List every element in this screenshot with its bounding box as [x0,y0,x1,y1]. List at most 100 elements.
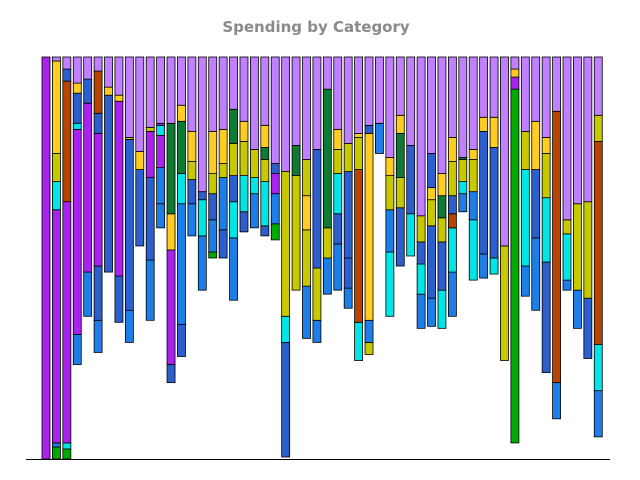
bar-33-segment-2 [375,56,384,124]
bar-50-segment-3 [552,56,561,112]
bar-39-segment-3 [437,217,447,243]
bar-30-segment-2 [343,257,353,289]
bar-10-segment-2 [135,151,145,170]
bar-51-segment-3 [562,219,572,235]
bar-13-segment-1 [166,364,176,384]
bar-13-segment-5 [166,56,176,124]
bar-19-segment-5 [229,108,238,144]
bar-6-segment-5 [93,70,103,114]
bar-44-segment-3 [489,116,499,148]
bar-2-segment-1 [52,446,61,460]
bar-26-segment-4 [302,159,311,197]
bar-18-segment-4 [218,128,228,164]
bar-42-segment-3 [468,159,478,193]
bar-34-segment-1 [385,251,395,317]
bar-54-segment-5 [593,56,603,116]
bar-40-segment-3 [447,213,457,229]
bar-46-segment-4 [510,56,520,70]
bar-48-segment-2 [531,169,541,239]
bar-24-segment-3 [281,171,291,317]
bar-38-segment-2 [427,225,436,299]
bar-41-segment-3 [458,159,468,183]
bar-23-segment-4 [270,163,280,174]
bar-22-segment-2 [260,181,270,227]
bar-53-segment-3 [583,56,593,203]
bar-51-segment-2 [562,233,572,281]
bar-21-segment-1 [249,193,259,229]
bar-40-segment-7 [447,56,457,138]
bar-22-segment-6 [260,56,270,126]
bar-31-segment-2 [354,169,364,323]
bar-6-segment-4 [93,112,103,134]
bar-54-segment-4 [593,114,603,142]
bar-21-segment-2 [249,177,259,195]
bar-50-segment-2 [552,110,561,384]
bar-45-segment-1 [500,245,509,361]
bar-16-segment-2 [197,199,207,237]
bar-29-segment-5 [333,128,343,150]
bar-31-segment-4 [354,132,364,138]
bar-24-segment-1 [281,342,291,458]
bar-52-segment-1 [573,289,582,329]
bar-16-segment-1 [197,235,207,291]
bar-30-segment-4 [343,143,353,172]
bar-11-segment-5 [145,56,155,128]
bar-2-segment-2 [52,442,61,448]
bar-13-segment-2 [166,249,176,365]
bar-35-segment-2 [395,177,405,209]
bar-40-segment-6 [447,136,457,162]
bar-4-segment-4 [72,92,82,124]
bar-17-segment-5 [208,130,218,174]
bar-31-segment-5 [354,56,364,134]
bar-41-segment-2 [458,181,468,195]
bar-37-segment-5 [416,56,426,217]
bar-39-segment-2 [437,241,447,291]
bar-47-segment-4 [520,56,530,132]
bar-11-segment-3 [145,130,155,178]
bar-10-segment-3 [135,56,145,152]
bar-37-segment-4 [416,215,426,243]
bar-39-segment-5 [437,173,447,197]
bar-19-segment-2 [229,201,238,239]
bar-50-segment-1 [552,382,561,420]
bar-26-segment-2 [302,229,311,287]
bar-49-segment-3 [541,153,551,199]
bar-4-segment-3 [72,122,82,130]
bar-17-segment-3 [208,193,218,221]
bar-38-segment-6 [427,56,436,154]
bar-29-segment-4 [333,149,343,174]
bar-30-segment-3 [343,171,353,259]
bar-41-segment-5 [458,56,468,158]
bar-3-segment-2 [62,442,72,450]
bar-43-segment-4 [479,56,489,118]
bar-24-segment-4 [281,56,291,172]
bar-54-segment-2 [593,344,603,392]
bar-6-segment-3 [93,132,103,267]
bar-9-segment-4 [124,56,134,138]
bar-4-segment-6 [72,56,82,84]
bar-30-segment-1 [343,287,353,309]
bar-25-segment-1 [291,175,301,291]
bar-35-segment-5 [395,56,405,116]
bar-28-segment-4 [322,56,332,90]
bar-5-segment-4 [83,56,93,80]
bar-38-segment-4 [427,187,436,201]
bar-34-segment-2 [385,209,395,253]
bar-17-segment-4 [208,173,218,195]
bar-14-segment-6 [177,56,186,106]
bar-38-segment-1 [427,297,436,327]
bar-36-segment-2 [406,145,416,215]
bar-4-segment-2 [72,128,82,335]
bar-18-segment-1 [218,229,228,259]
bar-11-segment-1 [145,259,155,321]
bar-12-segment-2 [156,167,166,205]
bar-2-segment-5 [52,153,61,183]
bar-6-segment-1 [93,319,103,353]
bar-36-segment-3 [406,56,416,146]
bar-23-segment-2 [270,193,280,225]
bar-34-segment-4 [385,157,395,176]
bar-35-segment-1 [395,207,405,267]
bar-29-segment-2 [333,213,343,245]
bars-group [41,56,603,460]
bar-49-segment-2 [541,197,551,263]
